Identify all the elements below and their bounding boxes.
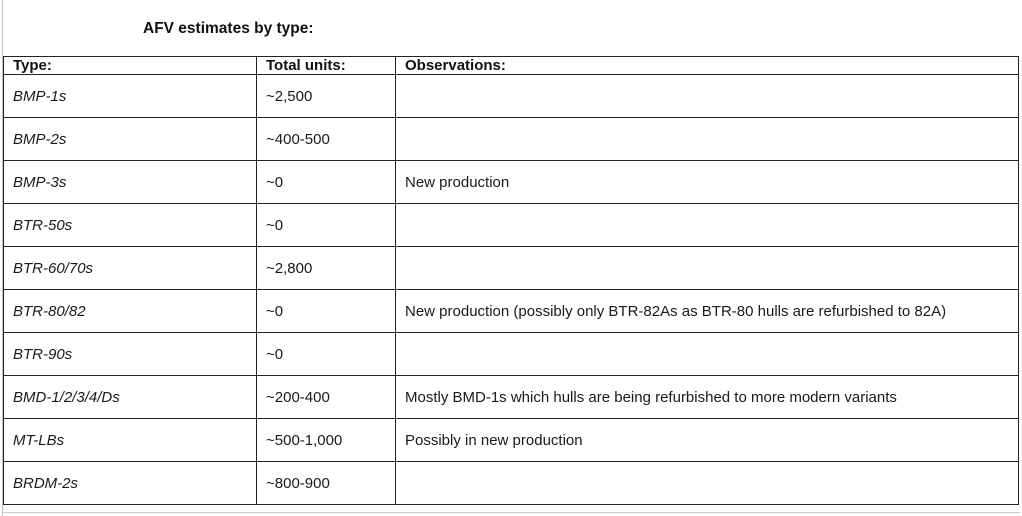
table-header: Type: Total units: Observations: [3,56,1019,75]
cell-type: BMD-1/2/3/4/Ds [3,375,257,419]
cell-obs: New production [395,160,1019,204]
table-row: BTR-80/82 ~0 New production (possibly only… [3,289,1019,333]
cell-type: BRDM-2s [3,461,257,505]
cell-type: BMP-3s [3,160,257,204]
cell-units: ~0 [256,203,396,247]
cell-type: BTR-50s [3,203,257,247]
table-row: BTR-50s ~0 [3,203,1019,247]
cell-obs [395,203,1019,247]
cell-units: ~0 [256,332,396,376]
cell-units: ~500-1,000 [256,418,396,462]
table-row: BTR-90s ~0 [3,332,1019,376]
cell-obs: Mostly BMD-1s which hulls are being refu… [395,375,1019,419]
page-title: AFV estimates by type: [143,20,314,37]
table-header-row: Type: Total units: Observations: [3,56,1019,75]
table-row: MT-LBs ~500-1,000 Possibly in new producti… [3,418,1019,462]
cell-units: ~800-900 [256,461,396,505]
afv-estimates-table: Type: Total units: Observations: BMP-1s ~… [3,56,1019,505]
cell-obs: Possibly in new production [395,418,1019,462]
cell-units: ~200-400 [256,375,396,419]
cell-obs [395,74,1019,118]
cell-units: ~0 [256,289,396,333]
cell-obs: New production (possibly only BTR-82As a… [395,289,1019,333]
cell-type: BMP-2s [3,117,257,161]
cell-type: BMP-1s [3,74,257,118]
page-edge-left [2,0,3,516]
cell-type: MT-LBs [3,418,257,462]
table-row: BMP-2s ~400-500 [3,117,1019,161]
cell-type: BTR-80/82 [3,289,257,333]
cell-units: ~2,500 [256,74,396,118]
header-observations: Observations: [395,56,1019,75]
table-row: BMD-1/2/3/4/Ds ~200-400 Mostly BMD-1s whic… [3,375,1019,419]
cell-units: ~400-500 [256,117,396,161]
cell-type: BTR-60/70s [3,246,257,290]
table-row: BMP-1s ~2,500 [3,74,1019,118]
table-row: BMP-3s ~0 New production [3,160,1019,204]
table-body: BMP-1s ~2,500 BMP-2s ~400-500 BMP-3s ~0 New pr… [3,74,1019,505]
header-type: Type: [3,56,257,75]
cell-units: ~2,800 [256,246,396,290]
cell-obs [395,461,1019,505]
cell-obs [395,246,1019,290]
cell-obs [395,117,1019,161]
table-row: BRDM-2s ~800-900 [3,461,1019,505]
header-total-units: Total units: [256,56,396,75]
cell-obs [395,332,1019,376]
cell-type: BTR-90s [3,332,257,376]
table-row: BTR-60/70s ~2,800 [3,246,1019,290]
cell-units: ~0 [256,160,396,204]
page-edge-bottom [2,512,1020,513]
